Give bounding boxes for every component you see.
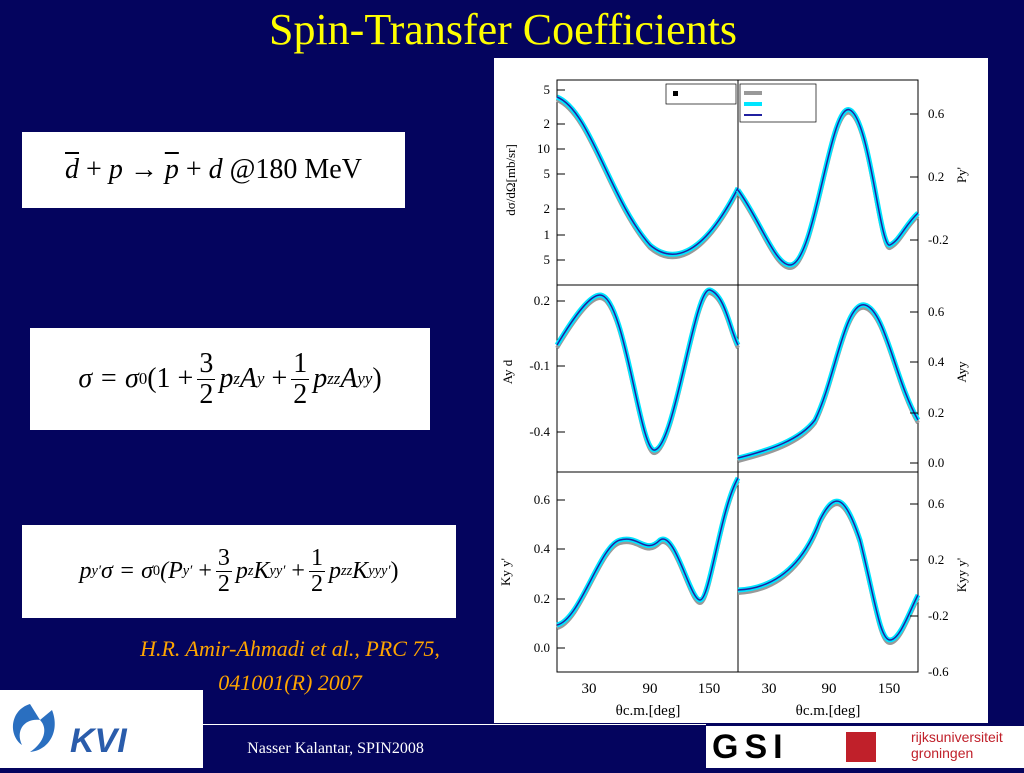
y-axis-label: Ayy bbox=[954, 361, 969, 383]
y-tick-label: -0.4 bbox=[529, 424, 550, 439]
y-tick-label: 2 bbox=[544, 116, 551, 131]
y-tick-label: 0.0 bbox=[928, 455, 944, 470]
y-tick-label: 10 bbox=[537, 141, 550, 156]
footer-line bbox=[203, 724, 706, 725]
x-tick-label: 90 bbox=[822, 681, 837, 697]
x-tick-label: 150 bbox=[878, 681, 901, 697]
y-tick-label: 0.4 bbox=[534, 541, 551, 556]
rug-crest bbox=[846, 732, 876, 762]
y-tick-label: 0.2 bbox=[928, 552, 944, 567]
y-axis-label: Ky y' bbox=[498, 558, 513, 586]
y-tick-label: 5 bbox=[544, 166, 551, 181]
rug-logo: rijksuniversiteit groningen bbox=[911, 729, 1003, 761]
formula-1: d + p → p + d @180 MeV bbox=[22, 132, 405, 208]
x-axis-label: θc.m.[deg] bbox=[616, 703, 681, 719]
y-tick-label: 5 bbox=[544, 82, 551, 97]
x-tick-label: 30 bbox=[762, 681, 777, 697]
kvi-logo-art: KVI bbox=[12, 704, 128, 760]
curve-av18 bbox=[737, 109, 919, 266]
curve-av18 bbox=[737, 304, 919, 459]
y-tick-label: -0.1 bbox=[529, 358, 550, 373]
figure: 5 2 10 5 2 1 5 dσ/dΩ[mb/sr] 0.6 0.2 -0.2 Py' 0.2 -0.1… bbox=[494, 58, 988, 723]
y-tick-label: 0.6 bbox=[928, 304, 945, 319]
y-tick-label: -0.2 bbox=[928, 232, 949, 247]
curve-av18 bbox=[556, 477, 739, 626]
y-tick-label: 0.4 bbox=[928, 354, 945, 369]
y-axis-label: Kyy y' bbox=[954, 558, 969, 592]
gsi-logo: GSI bbox=[712, 728, 789, 766]
curve-nn bbox=[555, 290, 740, 456]
y-tick-label: 1 bbox=[544, 227, 551, 242]
y-axis-label: Py' bbox=[954, 167, 969, 183]
citation: H.R. Amir-Ahmadi et al., PRC 75, 041001(R… bbox=[140, 636, 440, 695]
y-tick-label: -0.6 bbox=[928, 664, 949, 679]
y-tick-label: 0.2 bbox=[928, 169, 944, 184]
y-tick-label: 0.2 bbox=[534, 293, 550, 308]
x-tick-label: 150 bbox=[698, 681, 721, 697]
y-tick-label: 0.2 bbox=[928, 405, 944, 420]
y-axis-label: Ay d bbox=[500, 359, 515, 384]
x-axis-label: θc.m.[deg] bbox=[796, 703, 861, 719]
kvi-logo: KVI bbox=[0, 690, 203, 768]
partner-logos: GSI rijksuniversiteit groningen bbox=[706, 726, 1024, 768]
y-tick-label: 2 bbox=[544, 201, 551, 216]
kvi-text: KVI bbox=[70, 722, 128, 760]
y-tick-label: 0.0 bbox=[534, 640, 550, 655]
y-tick-label: 0.2 bbox=[534, 591, 550, 606]
y-tick-label: 5 bbox=[544, 252, 551, 267]
curve-av18 bbox=[556, 289, 739, 451]
footer-text: Nasser Kalantar, SPIN2008 bbox=[247, 740, 424, 757]
x-tick-label: 30 bbox=[582, 681, 597, 697]
y-tick-label: 0.6 bbox=[928, 496, 945, 511]
curve-av18 bbox=[737, 500, 919, 641]
title: Spin-Transfer Coefficients bbox=[268, 5, 738, 54]
y-tick-label: 0.6 bbox=[928, 106, 945, 121]
y-axis-label: dσ/dΩ[mb/sr] bbox=[503, 144, 518, 216]
y-tick-label: -0.2 bbox=[928, 608, 949, 623]
x-tick-label: 90 bbox=[643, 681, 658, 697]
curve-av18 bbox=[556, 96, 739, 255]
y-tick-label: 0.6 bbox=[534, 492, 551, 507]
